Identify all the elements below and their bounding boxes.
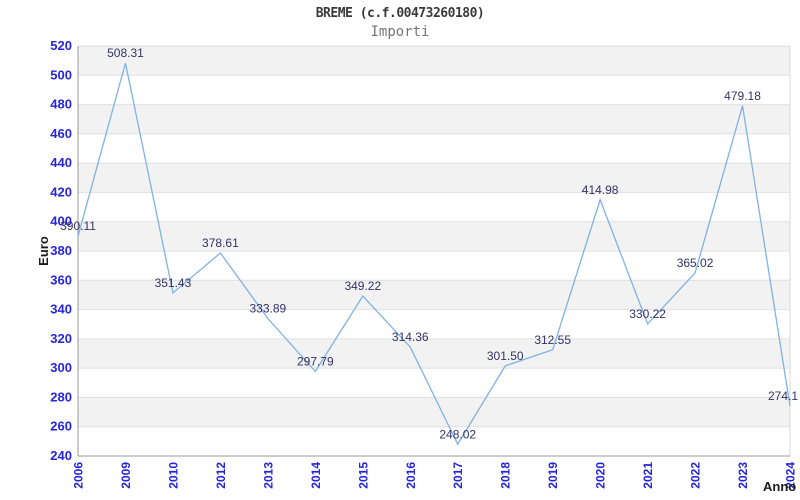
y-tick-label: 240 (50, 448, 72, 463)
x-tick-label: 2016 (404, 462, 418, 489)
data-point-label: 351.43 (155, 276, 192, 290)
data-point-label: 274.1 (768, 389, 798, 403)
x-axis-title: Anno (763, 479, 796, 494)
x-tick-label: 2009 (119, 462, 133, 489)
plot-band (78, 280, 790, 310)
data-point-label: 479.18 (724, 89, 761, 103)
data-point-label: 312.55 (534, 333, 571, 347)
data-point-label: 349.22 (344, 279, 381, 293)
x-tick-label: 2010 (166, 462, 180, 489)
data-point-label: 248.02 (439, 427, 476, 441)
data-point-label: 365.02 (677, 256, 714, 270)
data-point-label: 414.98 (582, 183, 619, 197)
x-tick-label: 2006 (72, 462, 86, 489)
y-tick-label: 440 (50, 155, 72, 170)
y-tick-label: 480 (50, 97, 72, 112)
y-tick-label: 520 (50, 38, 72, 53)
plot-band (78, 338, 790, 369)
data-point-label: 333.89 (250, 302, 287, 316)
y-tick-label: 260 (50, 419, 72, 434)
data-point-label: 390.11 (60, 219, 96, 233)
x-tick-label: 2021 (641, 462, 655, 489)
y-tick-label: 460 (50, 126, 72, 141)
x-tick-label: 2012 (214, 462, 228, 489)
x-tick-label: 2019 (546, 462, 560, 489)
x-tick-label: 2015 (356, 462, 370, 489)
y-tick-label: 500 (50, 67, 72, 82)
x-tick-label: 2018 (499, 462, 513, 489)
chart-title: BREME (c.f.00473260180) (315, 6, 485, 21)
x-tick-label: 2013 (261, 462, 275, 489)
data-point-label: 314.36 (392, 330, 429, 344)
data-point-label: 297.79 (297, 354, 334, 368)
y-tick-label: 320 (50, 331, 72, 346)
x-tick-label: 2022 (689, 462, 703, 489)
y-tick-label: 300 (50, 360, 72, 375)
x-tick-label: 2020 (594, 462, 608, 489)
x-tick-label: 2024 (784, 462, 798, 489)
plot-band (78, 221, 790, 251)
plot-band (78, 104, 790, 134)
y-tick-label: 400 (50, 214, 72, 229)
y-tick-label: 280 (50, 389, 72, 404)
series-line (77, 62, 791, 446)
plot-band (78, 163, 790, 193)
x-tick-label: 2014 (309, 462, 323, 489)
data-point-label: 301.50 (487, 349, 524, 363)
plot-band (78, 397, 790, 427)
data-point-label: 508.31 (107, 46, 144, 60)
x-tick-label: 2023 (736, 462, 750, 489)
y-tick-label: 420 (50, 184, 72, 199)
y-tick-label: 340 (50, 302, 72, 317)
y-tick-label: 360 (50, 272, 72, 287)
y-tick-label: 380 (50, 243, 72, 258)
chart-subtitle: Importi (370, 24, 430, 40)
plot-band (78, 46, 790, 76)
data-point-label: 378.61 (202, 236, 239, 250)
data-point-label: 330.22 (629, 307, 666, 321)
y-axis-title: Euro (36, 236, 51, 266)
x-tick-label: 2017 (451, 462, 465, 489)
